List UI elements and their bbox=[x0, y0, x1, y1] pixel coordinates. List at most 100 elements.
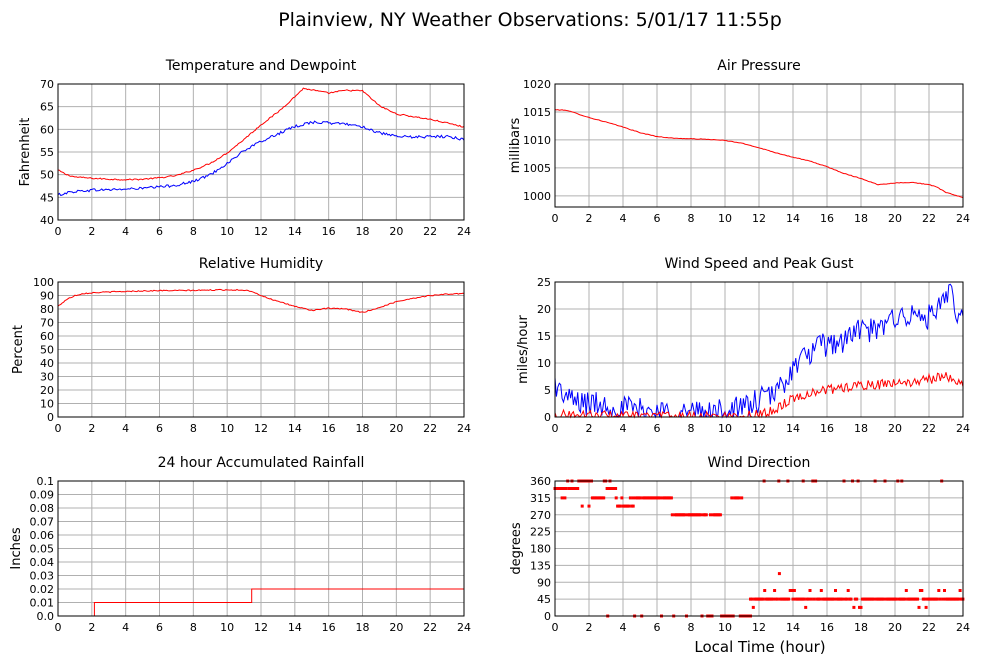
direction-point bbox=[787, 597, 791, 601]
y-tick-label: 225 bbox=[530, 526, 551, 539]
direction-point bbox=[602, 496, 606, 500]
y-tick-label: 50 bbox=[40, 169, 54, 182]
direction-point bbox=[559, 487, 563, 490]
x-tick-label: 8 bbox=[688, 621, 695, 634]
x-tick-label: 16 bbox=[322, 225, 336, 238]
x-tick-label: 4 bbox=[620, 422, 627, 435]
direction-point bbox=[957, 597, 961, 601]
direction-point bbox=[958, 589, 962, 592]
x-tick-label: 2 bbox=[88, 225, 95, 238]
direction-point bbox=[580, 504, 584, 508]
x-tick-label: 10 bbox=[718, 422, 732, 435]
x-tick-label: 24 bbox=[956, 212, 970, 225]
x-tick-label: 10 bbox=[220, 225, 234, 238]
y-tick-label: 40 bbox=[40, 357, 54, 370]
x-tick-label: 24 bbox=[457, 422, 471, 435]
x-tick-label: 10 bbox=[718, 212, 732, 225]
y-tick-label: 10 bbox=[40, 398, 54, 411]
y-tick-label: 90 bbox=[537, 576, 551, 589]
y-tick-label: 0.05 bbox=[30, 543, 55, 556]
direction-point bbox=[775, 597, 779, 601]
y-tick-label: 180 bbox=[530, 543, 551, 556]
x-tick-label: 12 bbox=[752, 212, 766, 225]
y-axis-label: miles/hour bbox=[516, 314, 531, 383]
y-tick-label: 0.04 bbox=[30, 556, 55, 569]
x-tick-label: 22 bbox=[922, 621, 936, 634]
x-tick-label: 22 bbox=[922, 212, 936, 225]
direction-point bbox=[631, 496, 635, 500]
direction-point bbox=[804, 605, 808, 609]
y-tick-label: 70 bbox=[40, 78, 54, 91]
direction-point bbox=[614, 496, 618, 500]
y-tick-label: 135 bbox=[530, 559, 551, 572]
x-tick-label: 18 bbox=[356, 621, 370, 634]
y-tick-label: 100 bbox=[33, 276, 54, 289]
x-tick-label: 22 bbox=[423, 422, 437, 435]
x-tick-label: 2 bbox=[586, 422, 593, 435]
chart-title: Air Pressure bbox=[717, 58, 800, 74]
direction-point bbox=[730, 496, 734, 500]
direction-point bbox=[576, 487, 580, 490]
x-tick-label: 2 bbox=[586, 621, 593, 634]
direction-point bbox=[849, 597, 853, 601]
y-tick-label: 60 bbox=[40, 123, 54, 136]
x-tick-label: 6 bbox=[156, 422, 163, 435]
y-tick-label: 0.1 bbox=[37, 475, 55, 488]
x-tick-label: 24 bbox=[457, 225, 471, 238]
plot-frame bbox=[57, 83, 465, 221]
x-tick-label: 20 bbox=[389, 422, 403, 435]
x-tick-label: 4 bbox=[122, 225, 129, 238]
direction-point bbox=[790, 589, 794, 592]
x-tick-label: 12 bbox=[752, 422, 766, 435]
direction-point bbox=[807, 597, 811, 601]
direction-point bbox=[569, 487, 573, 490]
direction-point bbox=[809, 597, 813, 601]
direction-point bbox=[917, 605, 921, 609]
y-tick-label: 0 bbox=[544, 411, 551, 424]
plot-frame bbox=[554, 281, 964, 418]
y-tick-label: 80 bbox=[40, 303, 54, 316]
x-axis-label: Local Time (hour) bbox=[694, 638, 825, 656]
direction-point bbox=[740, 496, 744, 500]
direction-point bbox=[818, 597, 822, 601]
direction-point bbox=[763, 589, 767, 592]
direction-point bbox=[670, 513, 674, 517]
direction-point bbox=[812, 597, 816, 601]
y-axis-label: Percent bbox=[11, 325, 26, 374]
y-tick-label: 360 bbox=[530, 475, 551, 488]
direction-point bbox=[618, 504, 622, 508]
direction-point bbox=[560, 496, 564, 500]
x-tick-label: 0 bbox=[55, 621, 62, 634]
x-tick-label: 8 bbox=[688, 212, 695, 225]
direction-point bbox=[628, 496, 632, 500]
x-tick-label: 6 bbox=[156, 621, 163, 634]
chart-title: 24 hour Accumulated Rainfall bbox=[158, 455, 365, 471]
x-tick-label: 24 bbox=[457, 621, 471, 634]
x-tick-label: 4 bbox=[122, 422, 129, 435]
y-tick-label: 20 bbox=[40, 384, 54, 397]
x-tick-label: 0 bbox=[55, 422, 62, 435]
direction-point bbox=[923, 597, 927, 601]
direction-point bbox=[903, 597, 907, 601]
x-tick-label: 6 bbox=[654, 621, 661, 634]
x-tick-label: 16 bbox=[820, 621, 834, 634]
direction-point bbox=[855, 597, 859, 601]
x-tick-label: 20 bbox=[888, 212, 902, 225]
chart-title: Wind Direction bbox=[708, 455, 811, 471]
y-tick-label: 270 bbox=[530, 509, 551, 522]
direction-point bbox=[750, 597, 754, 601]
direction-point bbox=[631, 504, 635, 508]
y-tick-label: 55 bbox=[40, 146, 54, 159]
x-tick-label: 12 bbox=[752, 621, 766, 634]
direction-point bbox=[771, 597, 775, 601]
direction-point bbox=[943, 589, 946, 592]
x-tick-label: 22 bbox=[922, 422, 936, 435]
x-tick-label: 14 bbox=[786, 212, 800, 225]
x-tick-label: 16 bbox=[820, 212, 834, 225]
x-tick-label: 22 bbox=[423, 621, 437, 634]
y-axis-label: millibars bbox=[508, 118, 523, 174]
x-tick-label: 10 bbox=[220, 621, 234, 634]
y-tick-label: 70 bbox=[40, 317, 54, 330]
